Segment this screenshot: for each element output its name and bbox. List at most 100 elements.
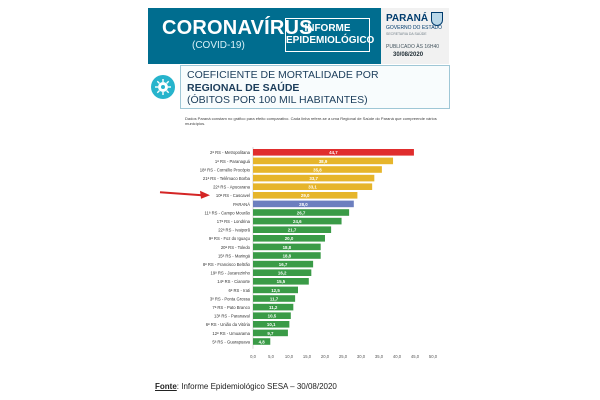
bar xyxy=(253,149,414,156)
data-label: 16,2 xyxy=(278,271,287,276)
category-label: 8ª RS - Francisco Beltrão xyxy=(203,262,251,267)
chart-note: Dados Paraná constam no gráfico para efe… xyxy=(185,116,437,126)
government-name: PARANÁ xyxy=(386,13,429,24)
category-label: 13ª RS - Paranavaí xyxy=(214,314,251,319)
bar xyxy=(253,260,314,268)
bar xyxy=(253,200,354,208)
data-label: 38,9 xyxy=(319,159,328,164)
x-tick-label: 10,0 xyxy=(285,354,294,359)
government-logo-panel: PARANÁ GOVERNO DO ESTADO SECRETARIA DA S… xyxy=(381,8,449,64)
data-label: 18,8 xyxy=(283,253,292,258)
category-label: 15ª RS - Maringá xyxy=(218,253,251,258)
category-label: 7ª RS - Pato Branco xyxy=(212,305,250,310)
x-tick-label: 0,0 xyxy=(250,354,256,359)
x-tick-label: 50,0 xyxy=(429,354,438,359)
category-label: 11ª RS - Campo Mourão xyxy=(205,210,251,215)
x-tick-label: 5,0 xyxy=(268,354,274,359)
header-banner: CORONAVÍRUS (COVID-19) INFORME EPIDEMIOL… xyxy=(148,8,449,64)
header-subtitle: (COVID-19) xyxy=(192,40,245,51)
category-label: 9ª RS - Foz do Iguaçu xyxy=(209,236,251,241)
data-label: 44,7 xyxy=(329,150,338,155)
category-label: 14ª RS - Cianorte xyxy=(217,279,250,284)
category-label: 21ª RS - Telêmaco Borba xyxy=(203,176,251,181)
data-label: 9,7 xyxy=(267,331,274,336)
data-label: 20,0 xyxy=(285,236,294,241)
data-label: 29,0 xyxy=(301,193,310,198)
informe-badge: INFORME EPIDEMIOLÓGICO xyxy=(285,18,374,52)
section-title-line-1: COEFICIENTE DE MORTALIDADE POR xyxy=(187,69,379,81)
bar xyxy=(253,295,296,302)
x-tick-label: 45,0 xyxy=(411,354,420,359)
bar xyxy=(253,217,342,225)
data-label: 16,7 xyxy=(279,262,288,267)
source-text: : Informe Epidemiológico SESA – 30/08/20… xyxy=(176,382,337,391)
bar xyxy=(253,329,288,337)
x-tick-label: 25,0 xyxy=(339,354,348,359)
category-label: 1ª RS - Paranaguá xyxy=(215,159,251,164)
informe-line-2: EPIDEMIOLÓGICO xyxy=(286,35,375,46)
highlight-arrow-shaft xyxy=(159,191,203,197)
x-tick-label: 30,0 xyxy=(357,354,366,359)
section-title-line-3: (ÓBITOS POR 100 MIL HABITANTES) xyxy=(187,94,368,106)
highlight-arrow-head xyxy=(200,190,210,199)
data-label: 21,7 xyxy=(288,228,297,233)
x-tick-label: 40,0 xyxy=(393,354,402,359)
bar xyxy=(253,183,373,190)
bar xyxy=(253,312,291,319)
data-label: 15,5 xyxy=(277,279,286,284)
category-label: 3ª RS - Ponta Grossa xyxy=(210,296,251,301)
x-tick-label: 15,0 xyxy=(303,354,312,359)
government-subtitle: GOVERNO DO ESTADO xyxy=(386,25,443,31)
category-label: 22ª RS - Apucarana xyxy=(213,185,251,190)
category-label: 22ª RS - Ivaiporã xyxy=(218,228,250,233)
bar xyxy=(253,269,312,276)
informe-line-1: INFORME xyxy=(304,23,351,34)
data-label: 10,5 xyxy=(268,314,277,319)
data-label: 11,7 xyxy=(270,296,279,301)
category-label: 19ª RS - Jacarezinho xyxy=(211,271,251,276)
section-title-box: COEFICIENTE DE MORTALIDADE POR REGIONAL … xyxy=(180,65,450,109)
source-label: Fonte xyxy=(155,382,177,391)
x-tick-label: 20,0 xyxy=(321,354,330,359)
published-date: 30/08/2020 xyxy=(393,52,424,58)
data-label: 18,8 xyxy=(283,245,292,250)
bar xyxy=(253,166,382,173)
header-title: CORONAVÍRUS xyxy=(162,17,313,39)
published-time: PUBLICADO ÀS 16H40 xyxy=(386,44,440,50)
category-label: 20ª RS - Toledo xyxy=(221,245,251,250)
data-label: 4,8 xyxy=(259,339,266,344)
bar xyxy=(253,209,350,216)
bar xyxy=(253,338,271,345)
data-label: 28,0 xyxy=(299,202,308,207)
bar xyxy=(253,243,321,251)
data-label: 33,1 xyxy=(308,185,317,190)
category-label: 18ª RS - Cornélio Procópio xyxy=(200,167,251,172)
mortality-bar-chart: 2ª RS - Metropolitana 44,7 1ª RS - Paranag… xyxy=(159,147,438,359)
data-label: 35,8 xyxy=(313,167,322,172)
data-label: 11,2 xyxy=(269,305,278,310)
bar xyxy=(253,192,358,199)
category-label: 10ª RS - Cascavel xyxy=(216,193,250,198)
bar xyxy=(253,286,298,294)
category-label: 2ª RS - Metropolitana xyxy=(210,150,251,155)
data-label: 33,7 xyxy=(309,176,318,181)
data-label: 12,5 xyxy=(271,288,280,293)
data-label: 26,7 xyxy=(297,210,306,215)
bar xyxy=(253,321,290,328)
category-label: 6ª RS - Irati xyxy=(228,288,250,293)
bar xyxy=(253,252,321,259)
bar xyxy=(253,235,325,242)
category-label: 12ª RS - Umuarama xyxy=(212,331,250,336)
category-label: 6ª RS - União da Vitória xyxy=(206,322,251,327)
state-crest-icon xyxy=(431,12,443,26)
bar xyxy=(253,157,394,165)
bar xyxy=(253,303,294,311)
government-department: SECRETARIA DA SAÚDE xyxy=(386,32,427,36)
category-label: 5ª RS - Guarapuava xyxy=(212,339,250,344)
bar xyxy=(253,278,309,285)
source-footnote: Fonte: Informe Epidemiológico SESA – 30/… xyxy=(155,382,337,391)
data-label: 10,1 xyxy=(267,322,276,327)
section-title-line-2: REGIONAL DE SAÚDE xyxy=(187,81,300,94)
data-label: 24,6 xyxy=(293,219,302,224)
bar xyxy=(253,174,375,182)
